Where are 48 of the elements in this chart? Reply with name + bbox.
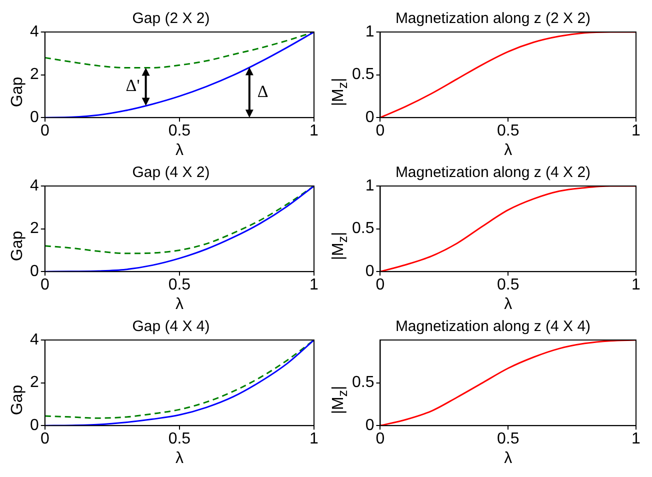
x-tick-label: 1 (632, 122, 641, 140)
x-tick-label: 0.5 (168, 122, 191, 140)
y-tick-label: 0 (30, 263, 39, 280)
chart-title: Gap (2 X 2) (132, 10, 210, 28)
y-tick-label: 4 (30, 331, 39, 348)
x-tick-label: 0.5 (168, 276, 191, 294)
x-axis-title: λ (504, 296, 512, 313)
chart-title: Magnetization along z (4 X 2) (395, 164, 591, 182)
y-axis-title: Gap (9, 230, 27, 262)
y-axis-title: Gap (9, 384, 27, 416)
chart-title: Magnetization along z (4 X 4) (395, 318, 591, 336)
annotation: Δ' (126, 76, 140, 96)
x-axis-title: λ (175, 450, 184, 467)
y-tick-label: 0 (365, 417, 374, 434)
y-tick-label: 0 (365, 263, 374, 280)
x-tick-label: 0.5 (496, 430, 520, 448)
y-tick-label: 0 (30, 417, 39, 434)
line-series (44, 186, 314, 254)
x-tick-label: 0.5 (496, 276, 520, 294)
line-series (44, 32, 314, 68)
y-tick-label: 0.5 (352, 374, 374, 392)
y-tick-label: 0.5 (352, 66, 374, 84)
chart-title: Magnetization along z (2 X 2) (395, 10, 591, 28)
x-tick-label: 0.5 (496, 122, 520, 140)
y-tick-label: 0.5 (352, 220, 374, 238)
x-tick-label: 1 (310, 276, 319, 294)
y-axis-title: Gap (9, 76, 27, 108)
y-tick-label: 2 (30, 220, 39, 238)
x-tick-label: 1 (310, 122, 319, 140)
y-tick-label: 1 (365, 23, 374, 40)
x-axis-title: λ (504, 142, 512, 159)
x-tick-label: 1 (632, 276, 641, 294)
x-axis-title: λ (175, 296, 184, 313)
x-axis-title: λ (175, 142, 184, 159)
y-tick-label: 2 (30, 374, 39, 392)
y-tick-label: 4 (30, 23, 39, 40)
x-tick-label: 1 (310, 430, 319, 448)
y-tick-label: 0 (30, 109, 39, 126)
x-tick-label: 0.5 (168, 430, 191, 448)
x-tick-label: 1 (632, 430, 641, 448)
chart-title: Gap (4 X 2) (132, 164, 210, 182)
annotation: Δ (257, 82, 268, 101)
y-tick-label: 0 (365, 109, 374, 126)
chart-title: Gap (4 X 4) (132, 318, 210, 336)
x-axis-title: λ (504, 450, 512, 467)
y-tick-label: 4 (30, 177, 39, 194)
y-tick-label: 1 (365, 177, 374, 194)
y-tick-label: 2 (30, 66, 39, 84)
